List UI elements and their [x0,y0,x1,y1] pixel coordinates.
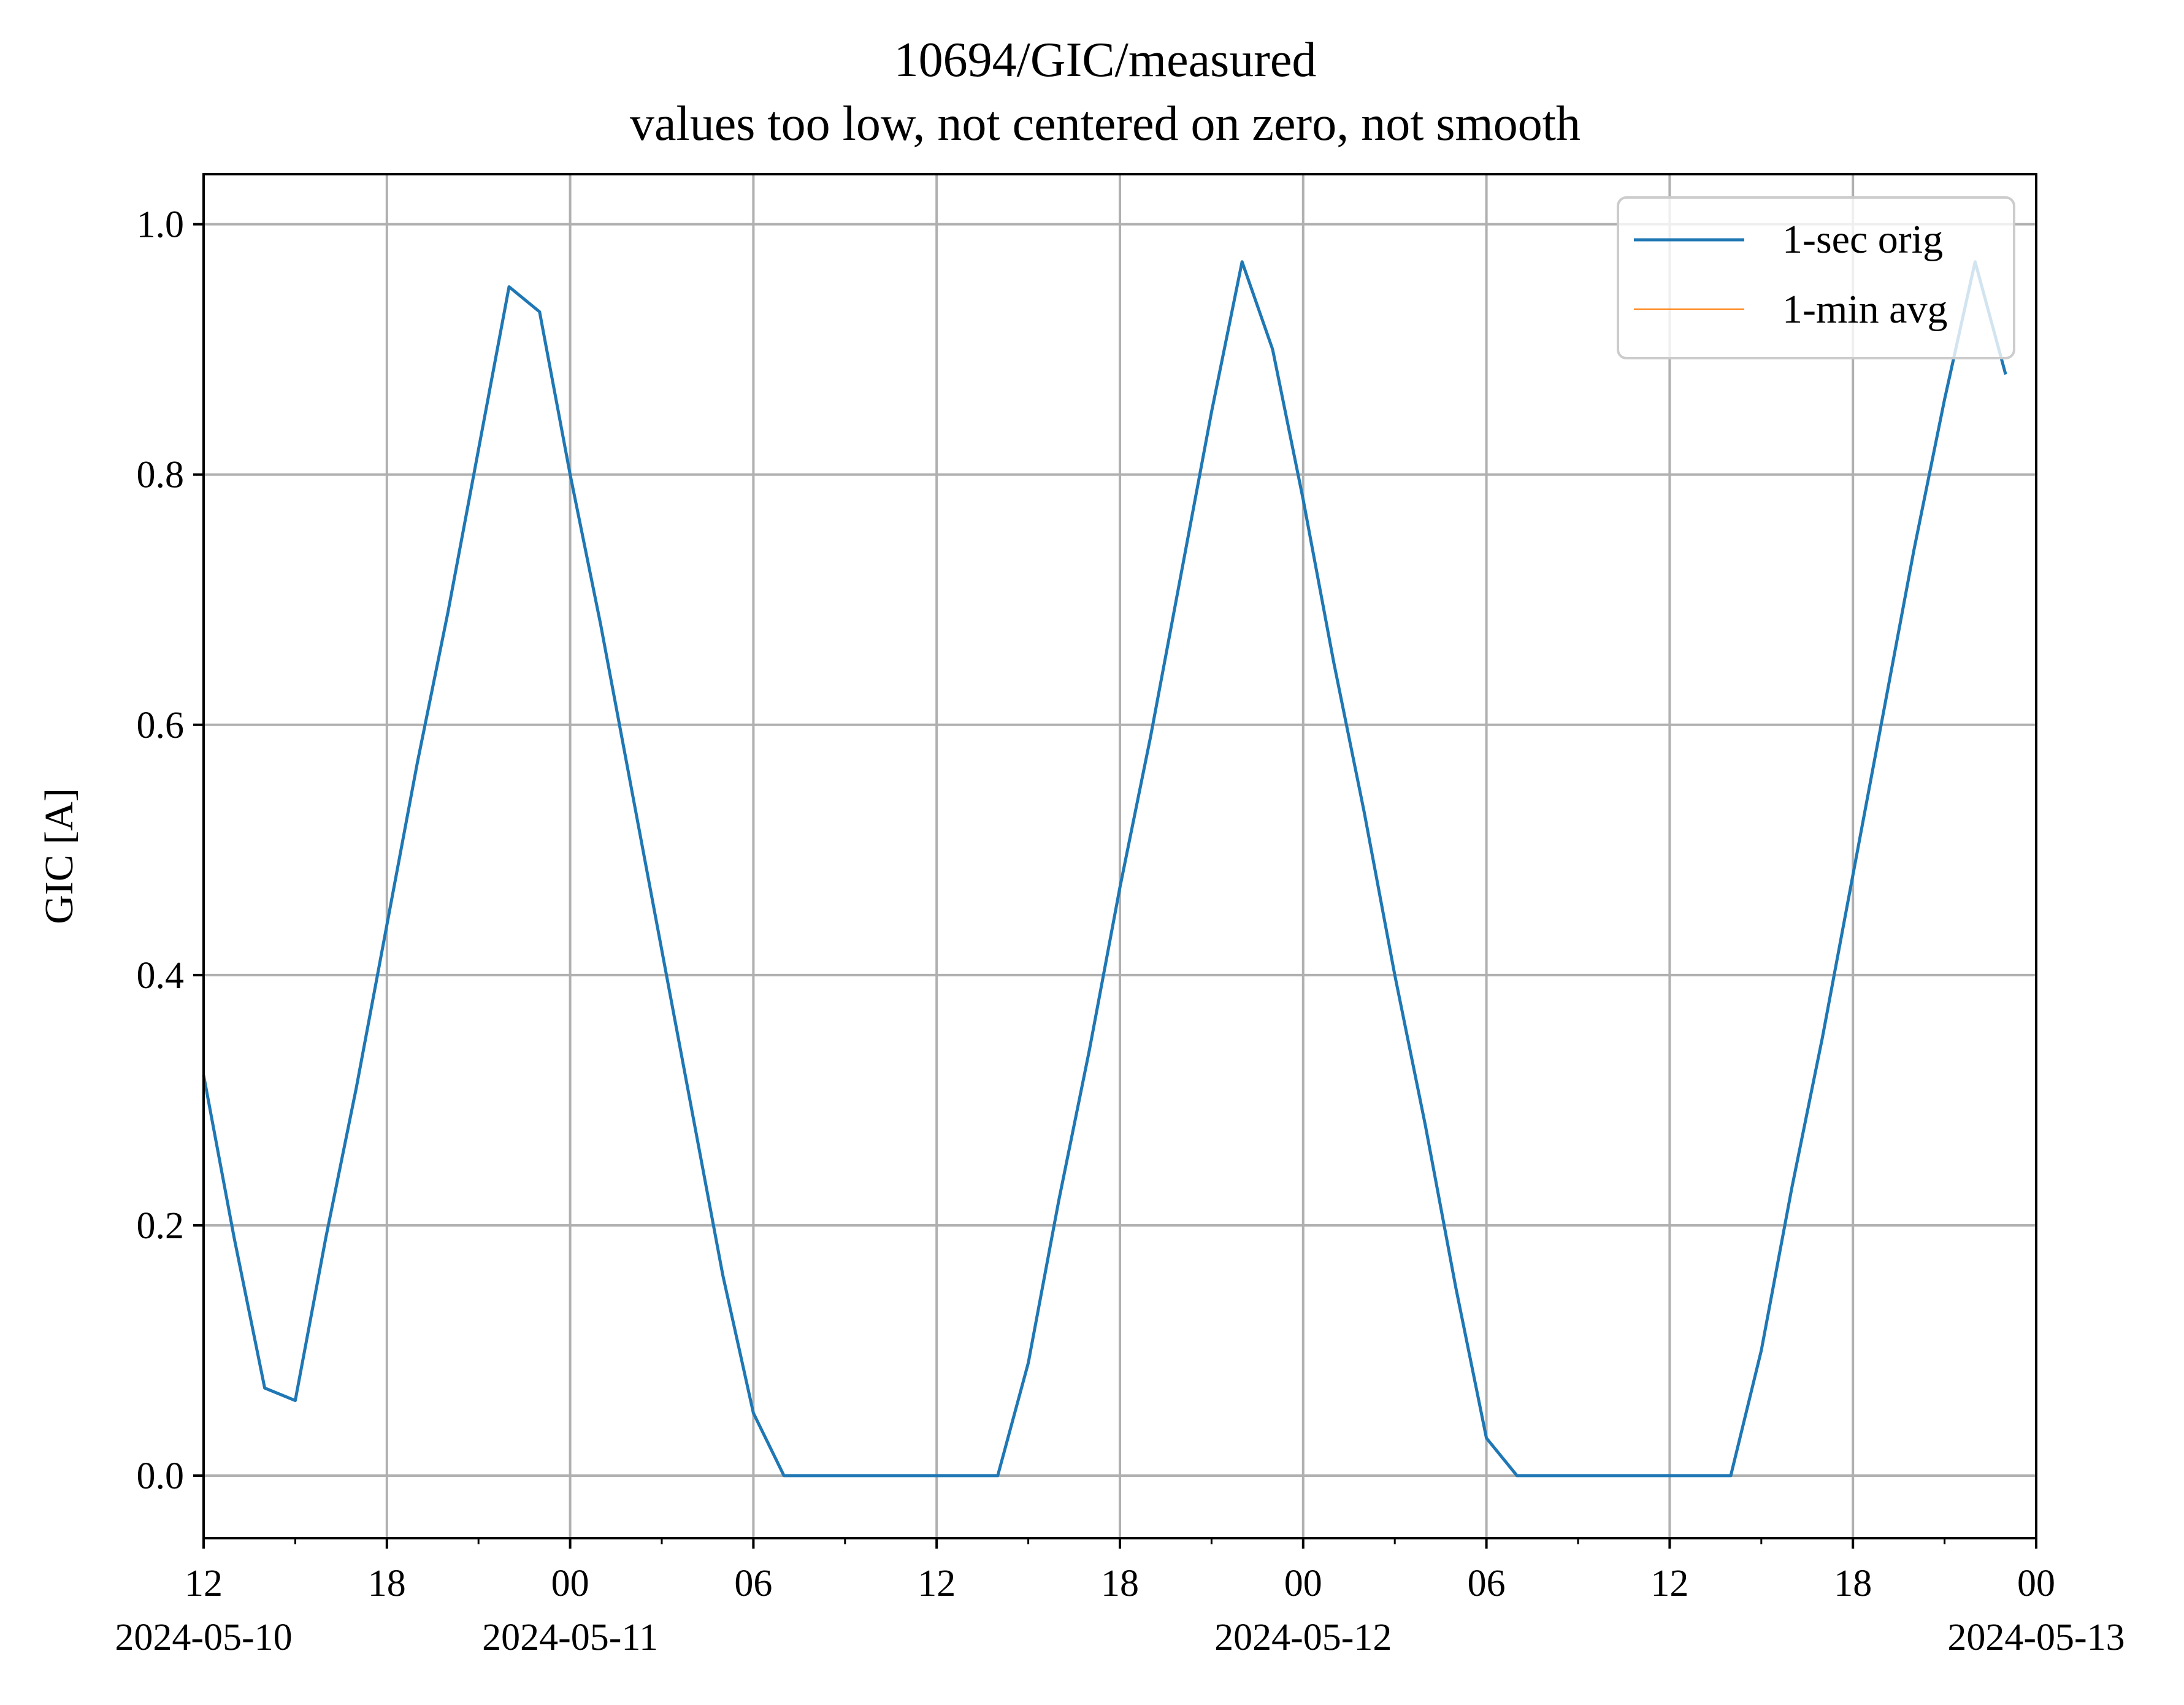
legend-box [1617,196,2015,359]
legend-label-1-sec-orig: 1-sec orig [1782,217,1943,262]
x-tick-label: 18 [1834,1563,1872,1604]
chart-title: 10694/GIC/measured [894,33,1317,87]
x-tick-label: 18 [1101,1563,1139,1604]
x-tick-label: 18 [368,1563,406,1604]
y-tick-label: 0.4 [137,955,185,997]
x-tick-label: 00 [1284,1563,1322,1604]
y-tick-label: 0.8 [137,454,185,496]
y-axis: 0.0 0.2 0.4 0.6 0.8 1.0 [137,204,204,1497]
y-tick-label: 1.0 [137,204,185,246]
y-tick-label: 0.2 [137,1205,185,1247]
y-axis-label: GIC [A] [37,788,82,924]
x-tick-label: 00 [2017,1563,2055,1604]
x-tick-label: 12 [185,1563,223,1604]
chart-subtitle: values too low, not centered on zero, no… [630,97,1581,151]
legend-label-1-min-avg: 1-min avg [1782,287,1947,332]
x-tick-label: 00 [551,1563,589,1604]
x-tick-date-label: 2024-05-12 [1214,1617,1392,1658]
x-axis: 12 2024-05-10 18 00 2024-05-11 06 12 18 00 2024-0… [115,1538,2125,1658]
grid-lines [202,174,2037,1538]
y-tick-label: 0.0 [137,1455,185,1497]
x-tick-label: 06 [734,1563,772,1604]
x-tick-label: 06 [1468,1563,1506,1604]
x-tick-date-label: 2024-05-11 [482,1617,658,1658]
x-tick-date-label: 2024-05-13 [1947,1617,2125,1658]
x-tick-label: 12 [918,1563,956,1604]
series-line-1-sec-orig [202,260,2007,1477]
legend[interactable]: 1-sec orig 1-min avg [1617,196,2015,359]
y-tick-label: 0.6 [137,705,185,746]
series-layer [202,260,2007,1477]
x-tick-date-label: 2024-05-10 [115,1617,292,1658]
x-tick-label: 12 [1650,1563,1688,1604]
